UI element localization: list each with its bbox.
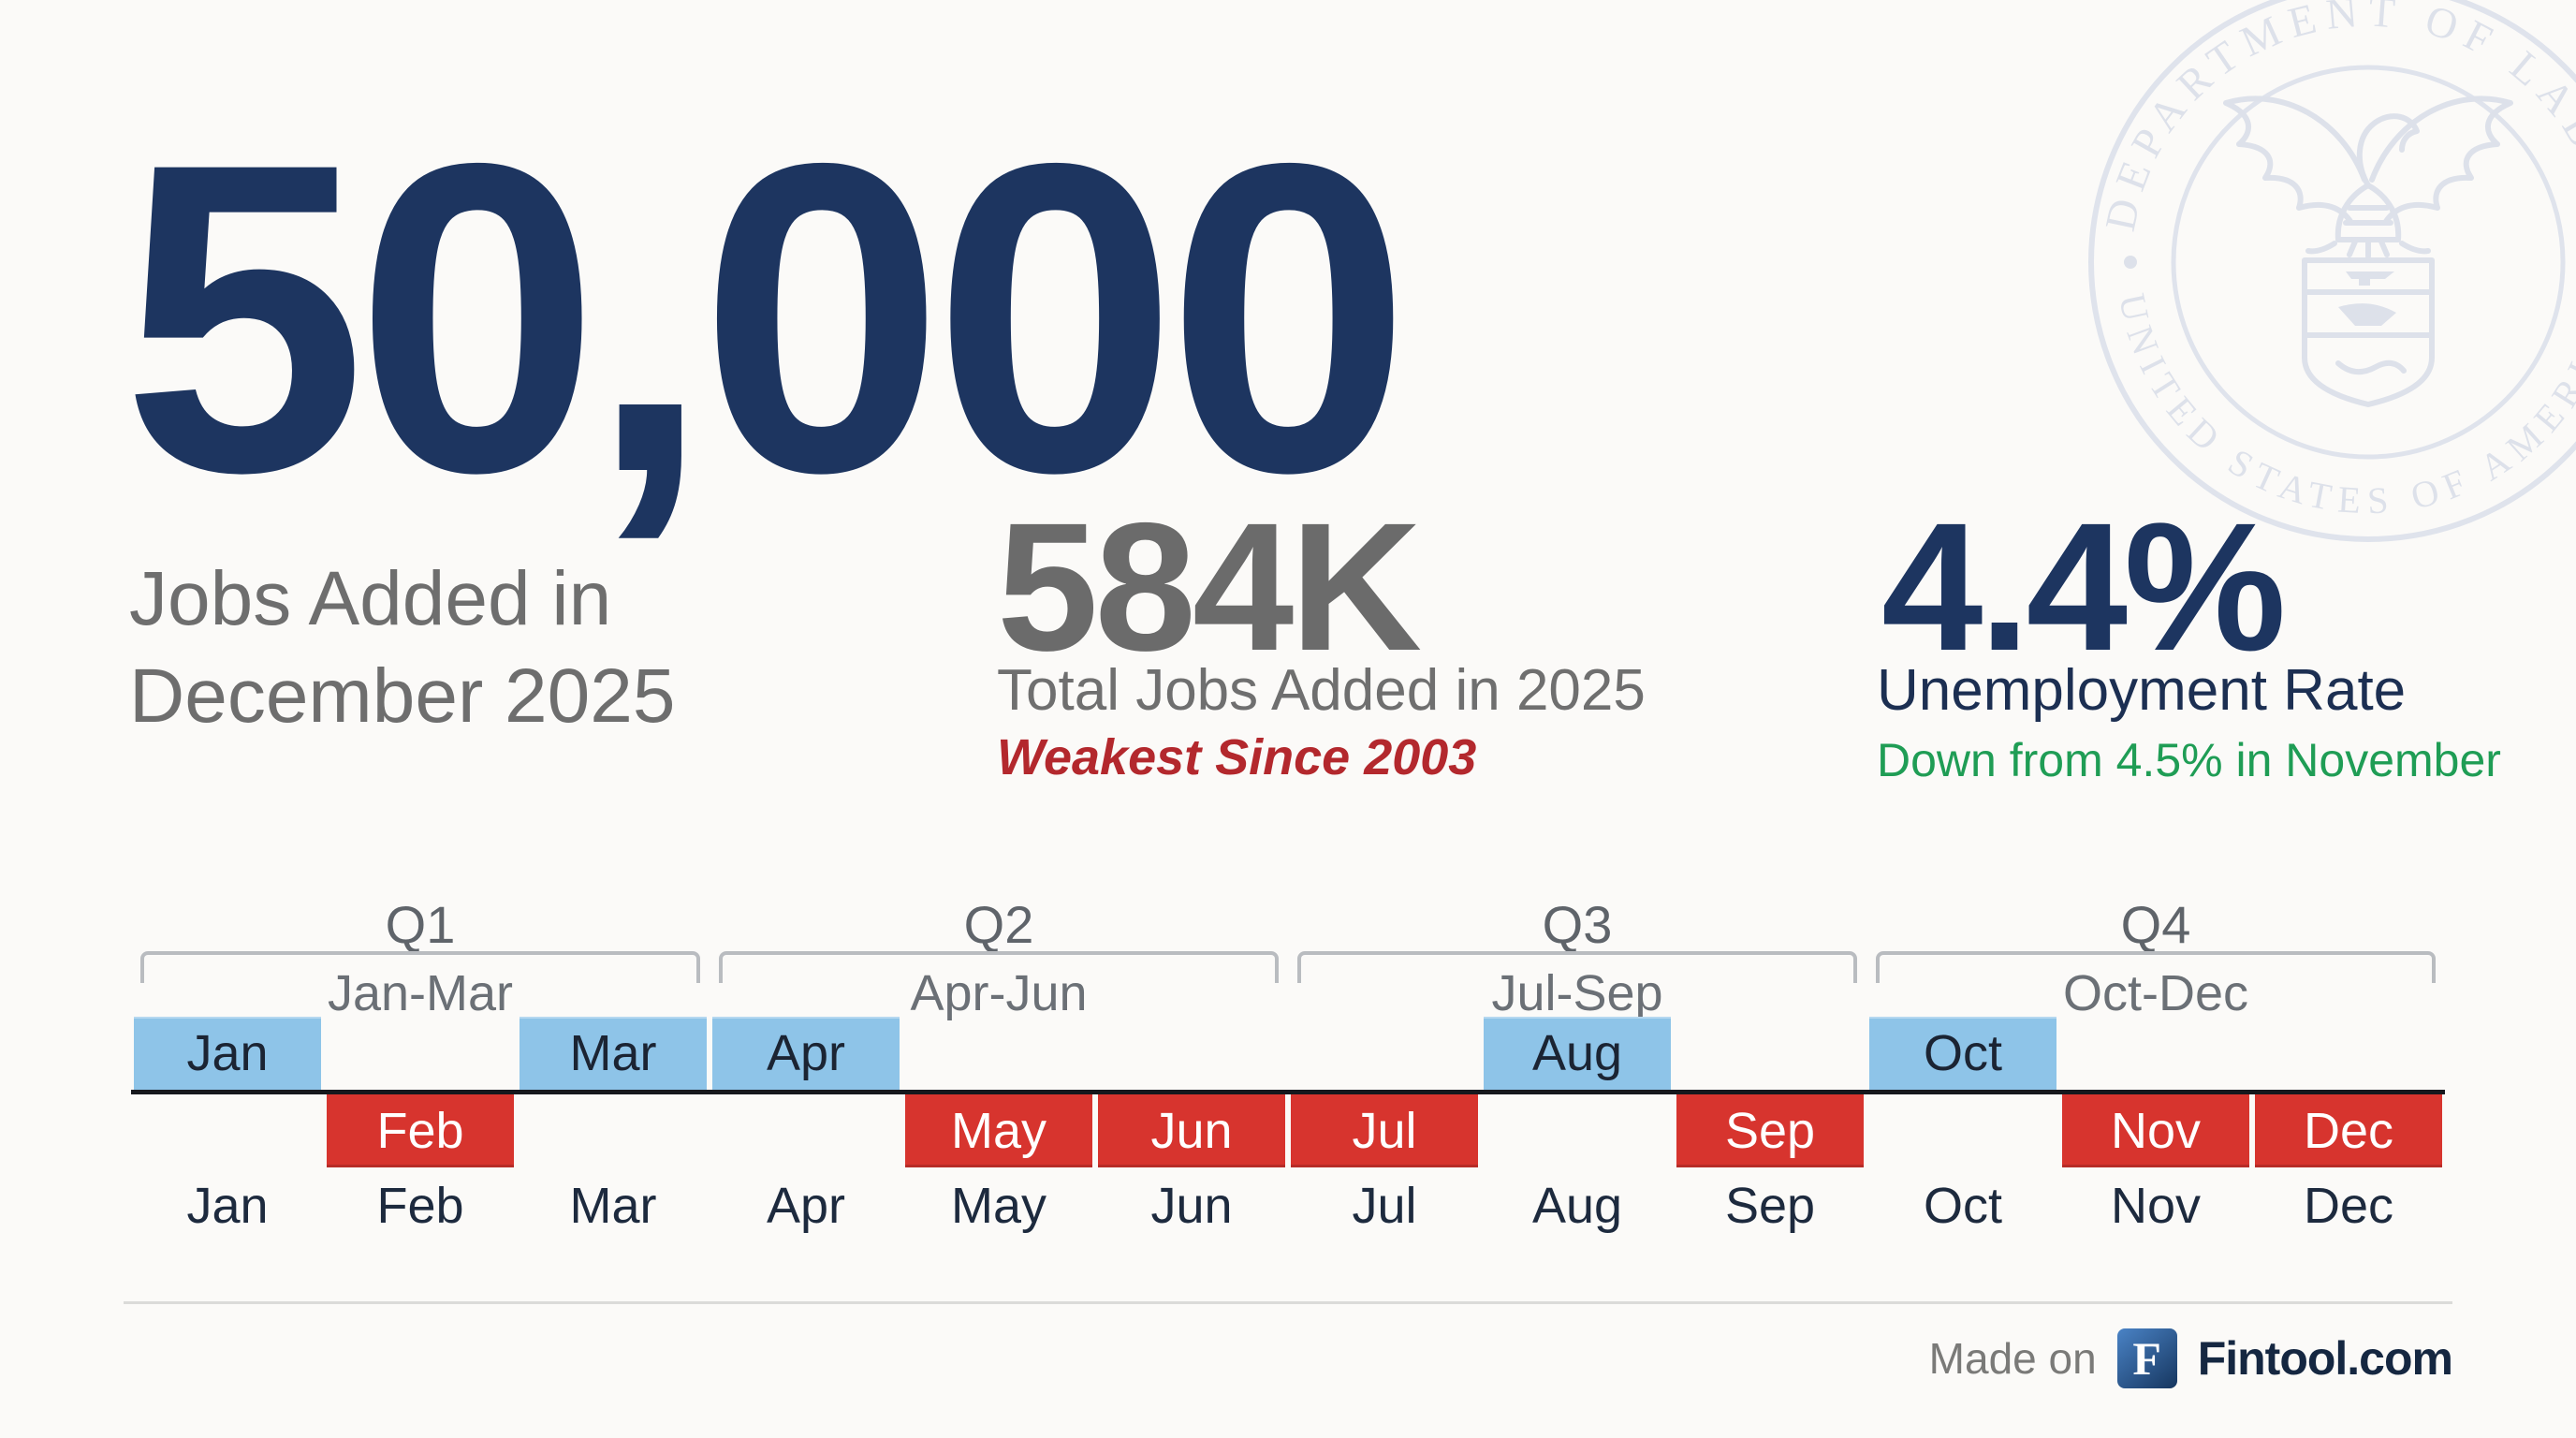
- fintool-brand-link[interactable]: Fintool.com: [2197, 1332, 2453, 1385]
- department-of-labor-seal-watermark: DEPARTMENT OF LABOR UNITED STATES OF AME…: [2088, 0, 2576, 542]
- month-axis-label-oct: Oct: [1923, 1178, 2002, 1234]
- headline-label-line1: Jobs Added in: [129, 556, 612, 641]
- month-chip-apr: Apr: [711, 1017, 900, 1090]
- quarter-q2: Q2 Apr-Jun: [710, 895, 1288, 1021]
- seal-inner-ring: [2171, 65, 2566, 460]
- month-chip-jun: Jun: [1097, 1094, 1286, 1167]
- month-axis-label-apr: Apr: [766, 1178, 846, 1234]
- unemployment-rate-label: Unemployment Rate: [1877, 658, 2407, 723]
- quarter-q3-label: Q3: [1542, 895, 1613, 954]
- seal-left-dot: [2124, 256, 2137, 269]
- unemployment-rate-value: 4.4%: [1881, 485, 2286, 689]
- quarter-q4-label: Q4: [2120, 895, 2191, 954]
- quarter-q1: Q1 Jan-Mar: [131, 895, 710, 1021]
- month-chip-dec: Dec: [2254, 1094, 2443, 1167]
- quarter-q1-label: Q1: [385, 895, 456, 954]
- month-chip-jan: Jan: [133, 1017, 322, 1090]
- month-chip-aug: Aug: [1483, 1017, 1672, 1090]
- total-jobs-note: Weakest Since 2003: [997, 729, 1477, 785]
- month-chip-feb: Feb: [326, 1094, 515, 1167]
- total-jobs-value: 584K: [997, 485, 1422, 689]
- month-axis-label-mar: Mar: [569, 1178, 657, 1234]
- fintool-logo-icon: F: [2116, 1328, 2177, 1388]
- seal-eagle-icon: [2223, 95, 2513, 407]
- jobs-added-headline-label: Jobs Added in December 2025: [129, 550, 675, 745]
- month-chip-mar: Mar: [519, 1017, 708, 1090]
- unemployment-rate-note: Down from 4.5% in November: [1877, 734, 2501, 786]
- quarter-q1-range: Jan-Mar: [327, 965, 514, 1021]
- quarter-q4-bracket: [1876, 951, 2436, 983]
- quarter-q4-range: Oct-Dec: [2062, 965, 2249, 1021]
- quarter-q1-bracket: [140, 951, 700, 983]
- month-chip-may: May: [904, 1094, 1093, 1167]
- total-jobs-label: Total Jobs Added in 2025: [997, 658, 1646, 723]
- month-chip-nov: Nov: [2061, 1094, 2250, 1167]
- footer-divider: [124, 1301, 2452, 1304]
- month-axis-label-may: May: [950, 1178, 1046, 1234]
- headline-label-line2: December 2025: [129, 653, 676, 739]
- month-chip-sep: Sep: [1676, 1094, 1865, 1167]
- fintool-logo-letter: F: [2132, 1332, 2161, 1385]
- quarter-q4: Q4 Oct-Dec: [1866, 895, 2445, 1021]
- quarter-q3: Q3 Jul-Sep: [1288, 895, 1866, 1021]
- made-on-text: Made on: [1928, 1334, 2097, 1383]
- month-axis-label-jun: Jun: [1150, 1178, 1233, 1234]
- seal-outer-ring: [2088, 0, 2576, 542]
- month-chip-jul: Jul: [1290, 1094, 1479, 1167]
- quarter-q3-bracket: [1297, 951, 1857, 983]
- quarter-q2-label: Q2: [963, 895, 1034, 954]
- seal-top-text: DEPARTMENT OF LABOR: [2096, 0, 2576, 235]
- month-axis-label-feb: Feb: [376, 1178, 464, 1234]
- quarter-q3-range: Jul-Sep: [1491, 965, 1663, 1021]
- month-axis-label-jul: Jul: [1352, 1178, 1417, 1234]
- month-axis-label-dec: Dec: [2303, 1178, 2394, 1234]
- monthly-jobs-timeline: Q1 Jan-Mar Q2 Apr-Jun Q3 Jul-Sep Q4 Oct-…: [131, 897, 2445, 1253]
- jobs-added-headline-value: 50,000: [122, 72, 1412, 564]
- month-axis-label-aug: Aug: [1531, 1178, 1623, 1234]
- month-chip-oct: Oct: [1868, 1017, 2057, 1090]
- quarter-q2-bracket: [719, 951, 1279, 983]
- timeline-axis: [131, 1090, 2445, 1094]
- month-axis-label-jan: Jan: [186, 1178, 269, 1234]
- footer-attribution: Made on F Fintool.com: [1928, 1326, 2453, 1391]
- seal-shield-emblems: [2338, 271, 2396, 326]
- month-axis-label-sep: Sep: [1724, 1178, 1816, 1234]
- quarter-q2-range: Apr-Jun: [910, 965, 1088, 1021]
- seal-shield: [2302, 257, 2435, 407]
- month-axis-label-nov: Nov: [2110, 1178, 2202, 1234]
